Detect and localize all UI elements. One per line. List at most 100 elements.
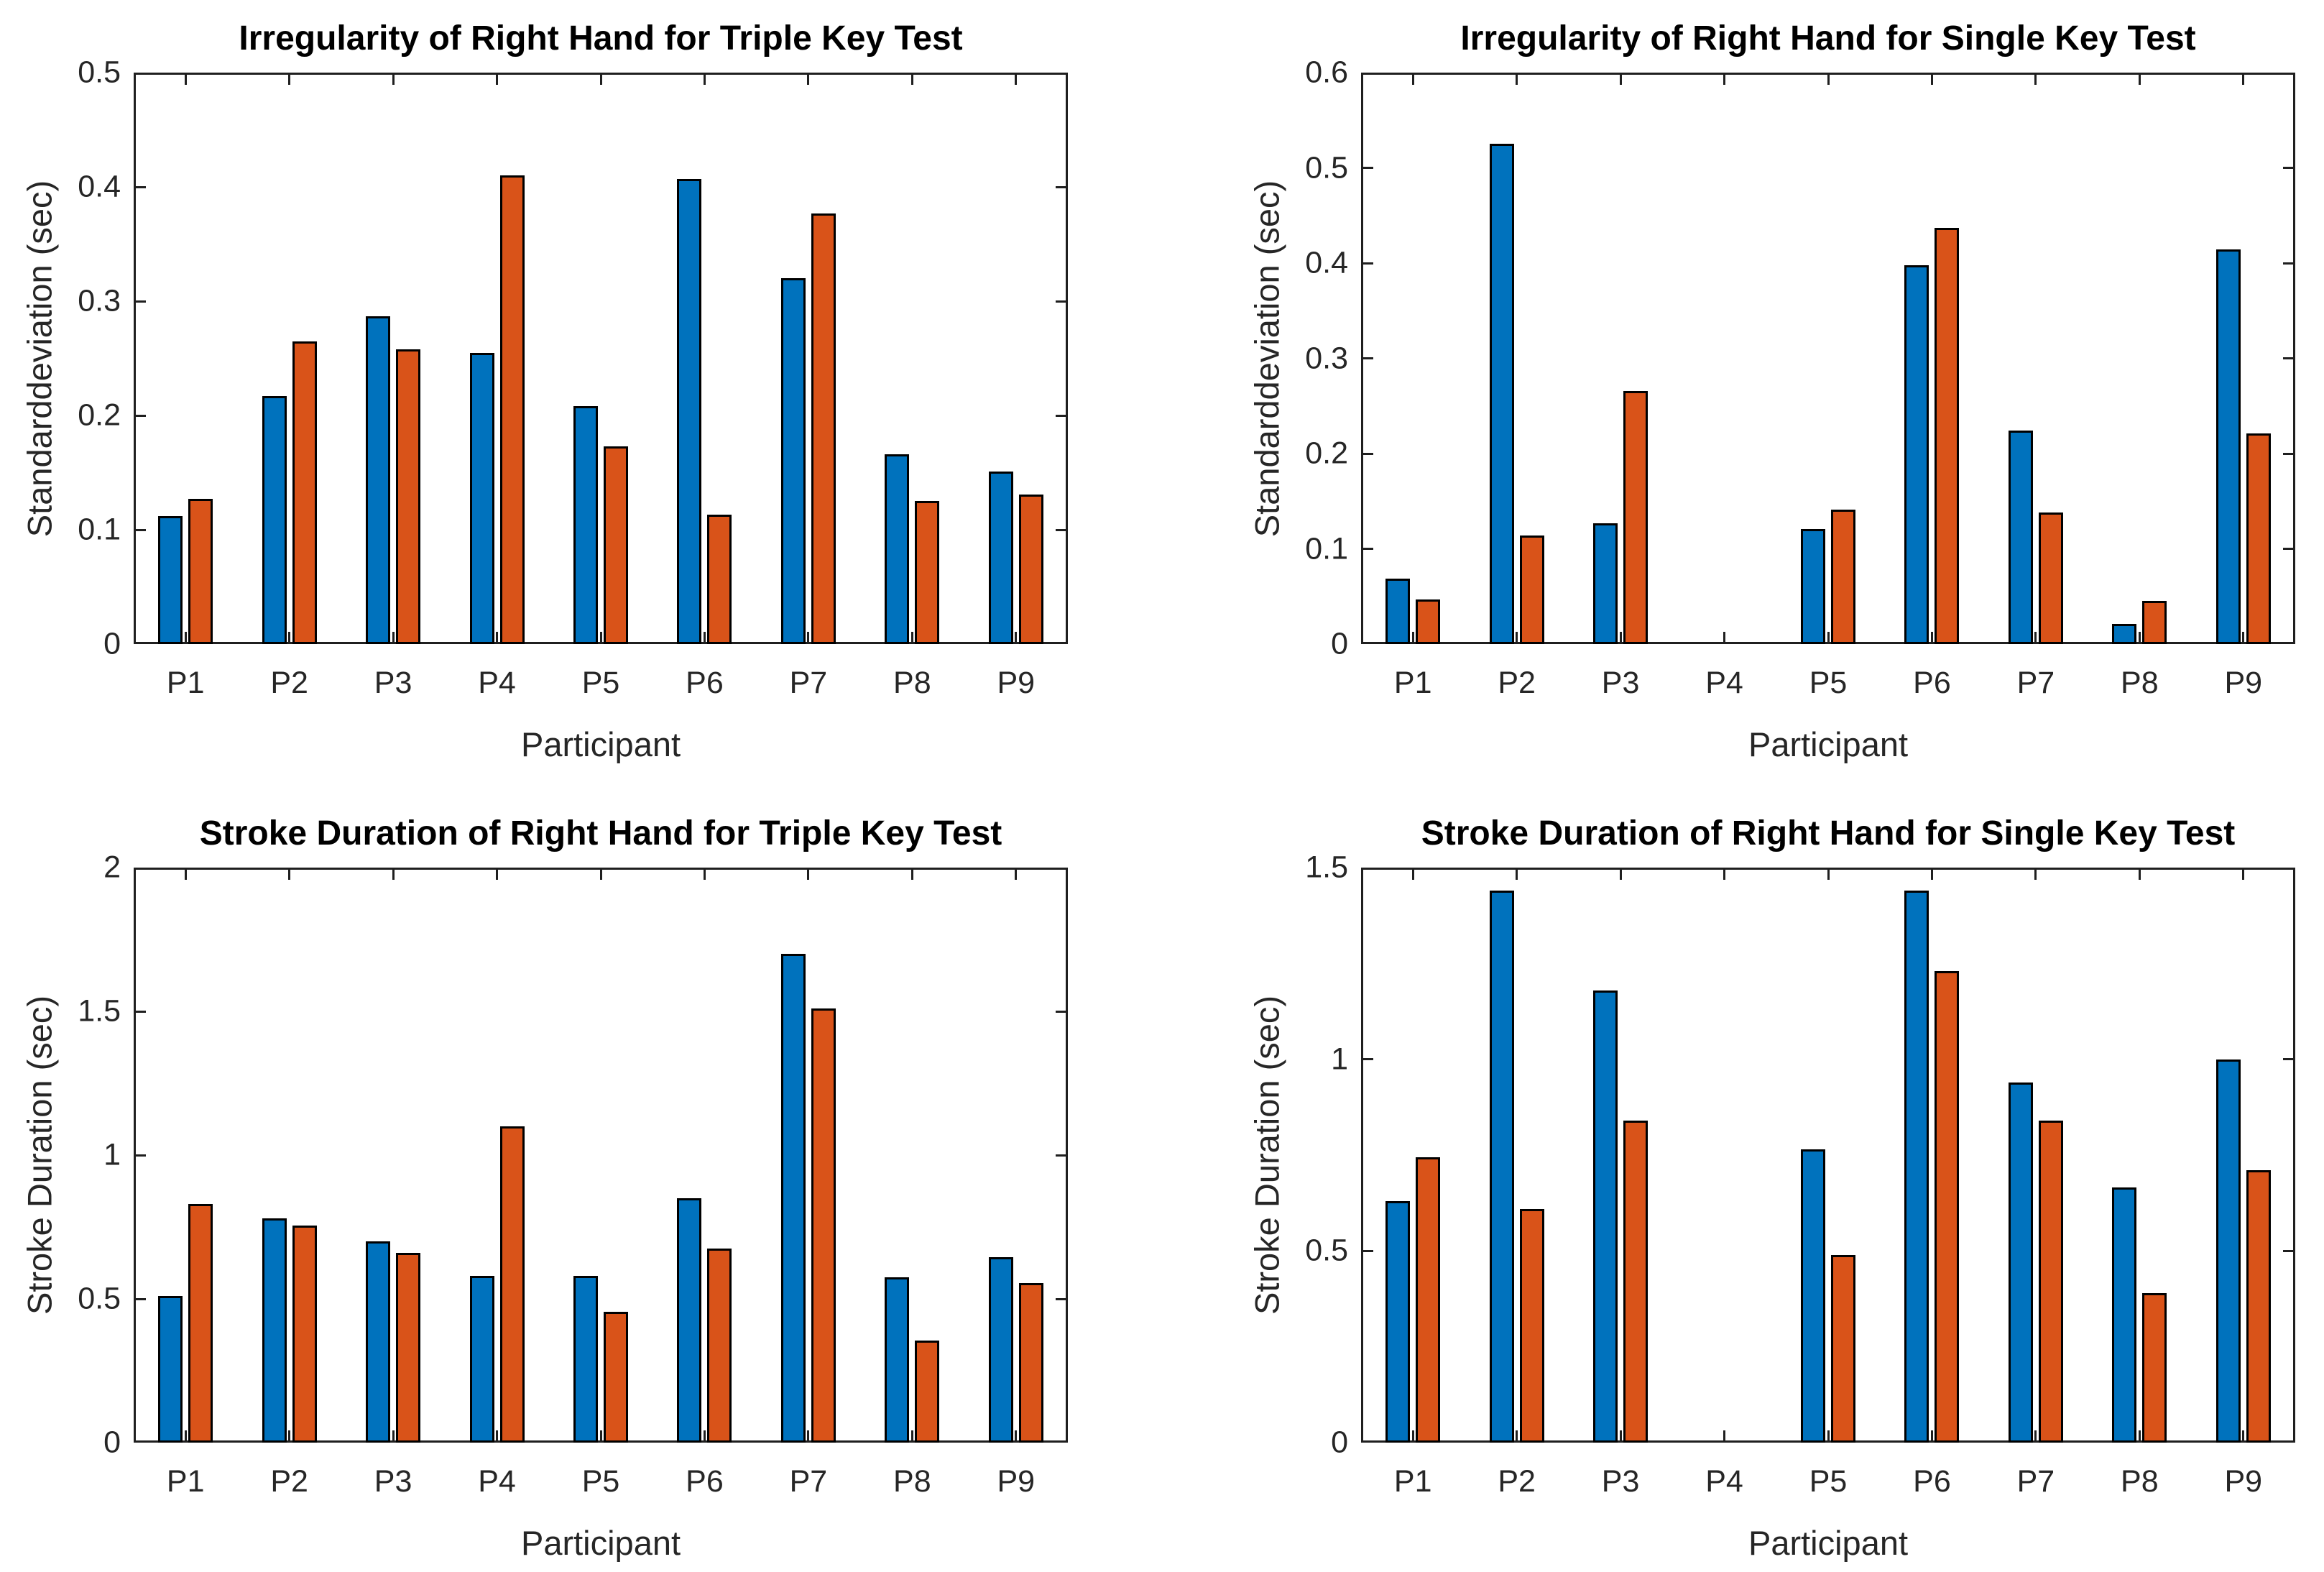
- y-tick-right: [2283, 357, 2293, 359]
- y-tick-label: 0.1: [1305, 531, 1348, 566]
- bar-series-blue: [573, 406, 598, 644]
- chart-stroke-duration-triple-key: Stroke Duration of Right Hand for Triple…: [0, 786, 1162, 1572]
- x-tick-top: [1619, 870, 1622, 880]
- y-tick-label: 0.5: [78, 1281, 121, 1316]
- y-tick-left: [136, 528, 146, 531]
- y-tick-label: 2: [103, 850, 121, 885]
- bar-series-orange: [811, 1008, 836, 1443]
- plot-box: [134, 73, 1068, 644]
- x-tick-bottom: [1015, 1430, 1018, 1440]
- bar-series-orange: [1935, 971, 1960, 1443]
- bar-series-orange: [2038, 1121, 2063, 1443]
- x-tick-label: P8: [2121, 666, 2159, 700]
- y-tick-left: [1363, 357, 1373, 359]
- x-tick-label: P9: [2224, 666, 2263, 700]
- x-tick-bottom: [1516, 632, 1518, 642]
- x-tick-bottom: [288, 1430, 291, 1440]
- x-tick-label: P1: [166, 1464, 205, 1499]
- x-tick-bottom: [1015, 632, 1018, 642]
- x-tick-top: [1723, 75, 1726, 85]
- x-tick-bottom: [807, 1430, 810, 1440]
- x-tick-top: [1015, 75, 1018, 85]
- bar-series-orange: [1623, 1121, 1649, 1443]
- bar-series-blue: [1593, 523, 1618, 644]
- y-tick-label: 0.1: [78, 512, 121, 547]
- bar-series-orange: [707, 1249, 732, 1443]
- y-tick-label: 0.3: [78, 283, 121, 318]
- bar-series-blue: [573, 1276, 598, 1443]
- x-tick-label: P5: [1809, 666, 1848, 700]
- x-tick-top: [807, 75, 810, 85]
- bar-series-orange: [1018, 1283, 1043, 1443]
- y-tick-label: 0: [103, 1425, 121, 1460]
- x-tick-label: P2: [270, 1464, 308, 1499]
- bar-series-blue: [1904, 891, 1929, 1443]
- y-tick-right: [2283, 167, 2293, 169]
- bar-series-orange: [2038, 512, 2063, 644]
- x-tick-label: P1: [1393, 666, 1432, 700]
- bar-series-blue: [2215, 1059, 2241, 1443]
- bar-series-blue: [1489, 891, 1514, 1443]
- y-tick-left: [136, 300, 146, 303]
- y-tick-label: 0.4: [78, 169, 121, 204]
- y-tick-right: [1056, 1154, 1066, 1157]
- bar-series-orange: [499, 1126, 525, 1443]
- y-tick-left: [136, 185, 146, 188]
- x-tick-label: P4: [1705, 1464, 1743, 1499]
- x-tick-top: [392, 75, 395, 85]
- x-tick-label: P7: [789, 666, 828, 700]
- chart-stroke-duration-single-key: Stroke Duration of Right Hand for Single…: [1162, 786, 2324, 1572]
- x-tick-label: P1: [1393, 1464, 1432, 1499]
- bar-series-blue: [988, 1257, 1013, 1443]
- bar-series-blue: [366, 1241, 391, 1443]
- bar-series-blue: [262, 395, 287, 644]
- bar-series-orange: [604, 446, 628, 644]
- x-tick-label: P6: [1913, 666, 1951, 700]
- y-tick-left: [136, 1297, 146, 1300]
- y-tick-left: [136, 414, 146, 417]
- bar-series-orange: [499, 175, 525, 644]
- y-tick-left: [1363, 548, 1373, 550]
- bar-series-blue: [885, 1277, 910, 1443]
- x-tick-bottom: [2138, 1430, 2141, 1440]
- x-tick-top: [599, 75, 602, 85]
- bar-series-blue: [1801, 1149, 1825, 1443]
- x-tick-top: [2242, 75, 2245, 85]
- plot-box: [134, 868, 1068, 1443]
- y-tick-right: [1056, 300, 1066, 303]
- x-tick-label: P3: [374, 666, 412, 700]
- x-tick-bottom: [807, 632, 810, 642]
- x-tick-top: [2138, 870, 2141, 880]
- y-tick-label: 1.5: [1305, 850, 1348, 885]
- bar-series-blue: [366, 316, 391, 644]
- y-tick-label: 0.6: [1305, 55, 1348, 90]
- bar-series-orange: [2142, 601, 2167, 644]
- x-tick-label: P3: [374, 1464, 412, 1499]
- bar-series-orange: [1416, 1157, 1441, 1443]
- bar-series-orange: [604, 1312, 628, 1443]
- x-tick-bottom: [1411, 632, 1414, 642]
- x-axis-label: Participant: [1748, 725, 1909, 763]
- bar-series-blue: [158, 515, 183, 644]
- x-tick-bottom: [2034, 632, 2037, 642]
- x-tick-label: P9: [997, 1464, 1036, 1499]
- bar-series-blue: [1801, 528, 1825, 644]
- bar-series-blue: [1904, 265, 1929, 644]
- bar-series-orange: [1623, 390, 1649, 644]
- x-tick-top: [910, 75, 913, 85]
- bar-series-orange: [707, 515, 732, 644]
- x-tick-top: [703, 75, 706, 85]
- y-tick-right: [2283, 262, 2293, 265]
- x-tick-label: P3: [1601, 666, 1640, 700]
- x-tick-bottom: [910, 632, 913, 642]
- y-tick-label: 0.5: [1305, 1233, 1348, 1268]
- bar-series-blue: [469, 352, 494, 644]
- x-tick-label: P3: [1601, 1464, 1640, 1499]
- bar-series-orange: [2142, 1293, 2167, 1443]
- x-tick-top: [496, 75, 499, 85]
- x-tick-top: [1930, 870, 1933, 880]
- x-tick-label: P6: [686, 1464, 724, 1499]
- x-tick-label: P4: [478, 1464, 516, 1499]
- x-tick-bottom: [1930, 632, 1933, 642]
